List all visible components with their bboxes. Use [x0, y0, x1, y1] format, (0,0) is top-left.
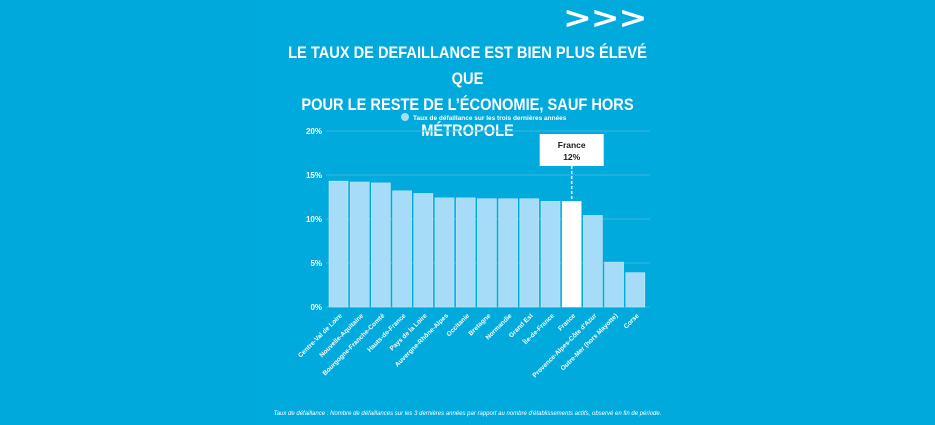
bar: [540, 201, 561, 308]
bar: [498, 198, 518, 308]
y-tick-label: 15%: [306, 171, 322, 180]
bar: [371, 182, 391, 308]
bar: [328, 180, 349, 308]
bar: [434, 197, 455, 308]
callout-box: [539, 134, 604, 166]
bar-highlight: [561, 201, 582, 308]
bar: [455, 197, 476, 308]
y-tick-label: 20%: [306, 127, 322, 136]
legend-label: Taux de défaillance sur les trois derniè…: [413, 115, 567, 122]
footnote: Taux de défaillance : Nombre de défailla…: [273, 411, 662, 417]
y-tick-label: 0%: [310, 303, 322, 312]
callout-title: France: [558, 140, 586, 150]
x-tick-label: Corse: [623, 312, 641, 330]
bar: [349, 181, 370, 308]
x-tick-label: France: [557, 312, 577, 332]
bar: [413, 193, 434, 308]
x-tick-label: Hauts-de-France: [366, 312, 407, 353]
bar: [583, 215, 603, 308]
bar: [477, 198, 497, 308]
callout-value: 12%: [563, 152, 580, 162]
legend-marker: [401, 113, 409, 121]
y-tick-label: 5%: [310, 259, 322, 268]
bar: [604, 261, 624, 308]
x-tick-label: Occitanie: [445, 312, 471, 338]
bar: [392, 190, 412, 308]
arrows-icon: >>>: [563, 1, 647, 36]
x-tick-label: Pays de la Loire: [389, 312, 429, 352]
y-tick-label: 10%: [306, 215, 322, 224]
bar: [625, 272, 646, 308]
chart-title-line-1: LE TAUX DE DEFAILLANCE EST BIEN PLUS ÉLE…: [288, 43, 647, 88]
bar: [519, 198, 540, 308]
